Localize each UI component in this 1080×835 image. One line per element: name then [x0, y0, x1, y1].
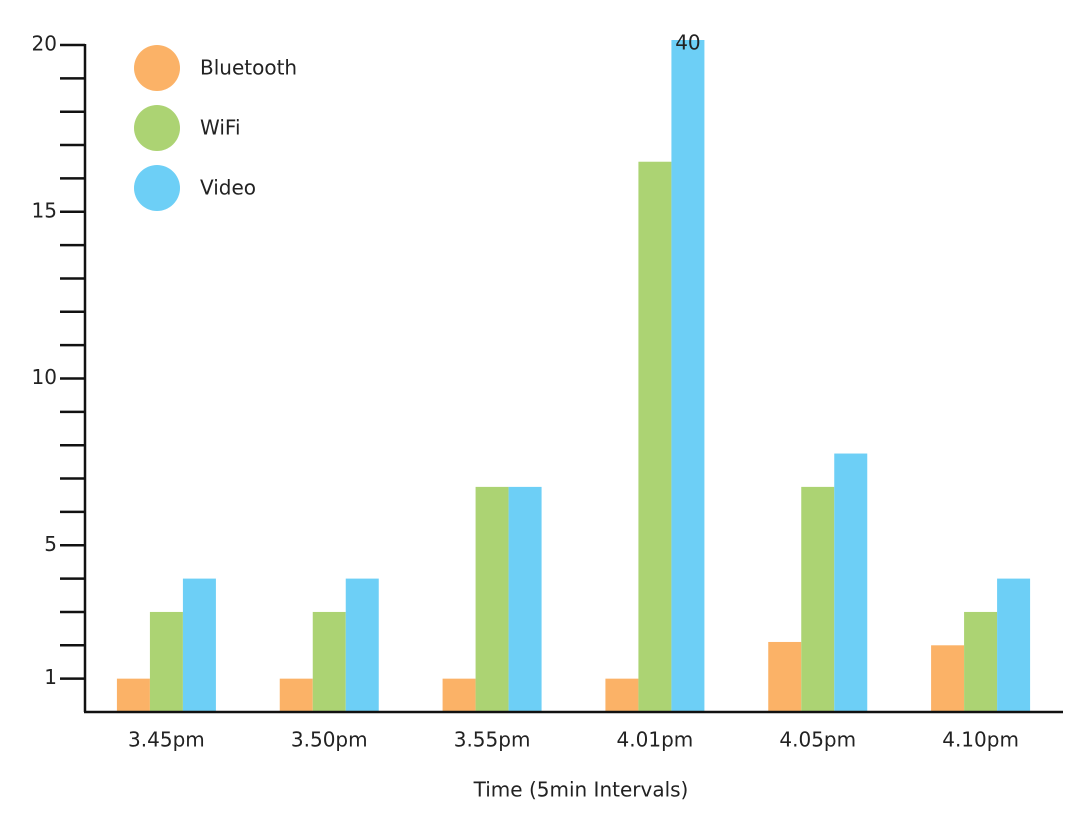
bars: [116, 40, 1031, 712]
legend-label: Bluetooth: [200, 56, 297, 80]
bar: [801, 486, 835, 712]
bar: [345, 578, 379, 712]
bar: [768, 641, 802, 712]
bar: [182, 578, 216, 712]
legend-label: WiFi: [200, 116, 241, 140]
bar: [931, 645, 965, 712]
x-axis-title: Time (5min Intervals): [473, 778, 689, 802]
bar: [442, 678, 476, 712]
bar: [997, 578, 1031, 712]
x-tick-label: 3.45pm: [128, 728, 205, 752]
x-tick-label: 3.55pm: [454, 728, 531, 752]
legend-label: Video: [200, 176, 256, 200]
y-tick-label: 5: [44, 532, 57, 556]
y-tick-label: 10: [32, 365, 57, 389]
bar: [149, 611, 183, 712]
bar: [605, 678, 639, 712]
y-tick-label: 20: [32, 32, 57, 56]
x-tick-label: 3.50pm: [291, 728, 368, 752]
bar: [475, 486, 509, 712]
x-tick-label: 4.05pm: [779, 728, 856, 752]
bar: [964, 611, 998, 712]
legend-swatch: [134, 45, 180, 91]
bar: [671, 40, 705, 712]
bar: [312, 611, 346, 712]
bar: [279, 678, 313, 712]
bar: [116, 678, 150, 712]
bar: [834, 453, 868, 712]
legend-swatch: [134, 165, 180, 211]
bar: [508, 486, 542, 712]
y-tick-label: 1: [44, 665, 57, 689]
data-label: 40: [675, 31, 700, 55]
bar: [638, 161, 672, 712]
y-tick-label: 15: [32, 198, 57, 222]
x-tick-label: 4.10pm: [942, 728, 1019, 752]
x-tick-label: 4.01pm: [617, 728, 694, 752]
legend-swatch: [134, 105, 180, 151]
